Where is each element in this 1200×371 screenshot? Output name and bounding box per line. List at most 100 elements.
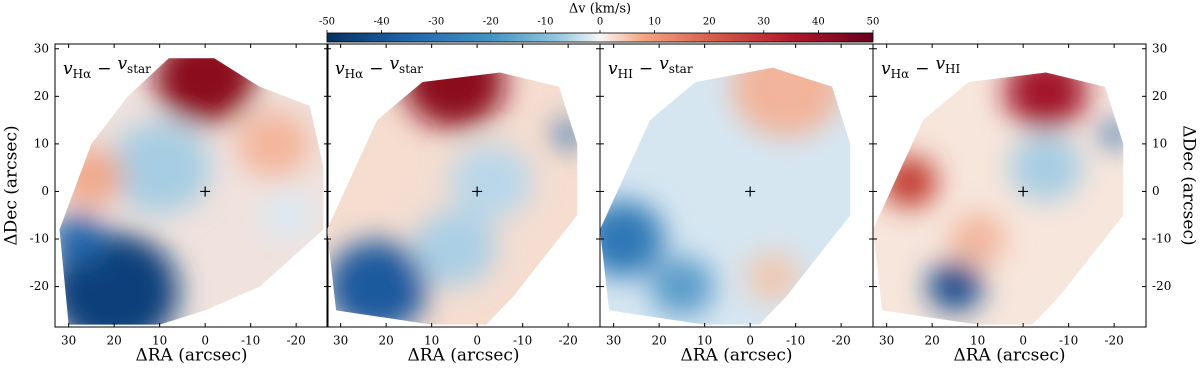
colorbar-tick-label: 30 [757, 17, 770, 28]
y-tick-label: -10 [1152, 232, 1171, 246]
title-part: Hα [73, 67, 92, 81]
y-tick-label: -20 [1152, 279, 1171, 293]
map-blob [731, 67, 842, 138]
x-tick-label: 20 [652, 334, 667, 348]
y-tick-label: 20 [34, 89, 49, 103]
map-blob [649, 257, 715, 316]
x-tick-label: -10 [786, 334, 805, 348]
map-blob [59, 213, 106, 265]
colorbar-label: Δv (km/s) [569, 2, 631, 17]
x-tick-label: 10 [697, 334, 712, 348]
x-tick-label: 0 [1019, 334, 1027, 348]
center-cross [1018, 186, 1029, 197]
map [59, 58, 324, 325]
x-tick-label: -10 [513, 334, 532, 348]
map-blob [1004, 72, 1088, 130]
map-blob [950, 213, 1006, 265]
x-tick-label: -20 [558, 334, 577, 348]
x-axis-label: ΔRA (arcsec) [407, 346, 519, 366]
y-tick-label: -10 [30, 232, 49, 246]
map-blob [449, 144, 533, 220]
colorbar-tick-label: -40 [374, 17, 390, 28]
title-part: star [399, 62, 423, 76]
map-blob [413, 210, 496, 287]
title-part: star [127, 62, 151, 76]
map-blob [927, 261, 983, 312]
map-blob [745, 251, 801, 303]
y-tick-label: 0 [41, 184, 49, 198]
map [873, 72, 1124, 325]
x-tick-label: 0 [473, 334, 481, 348]
colorbar-tick-label: -50 [319, 17, 335, 28]
y-axis-label: ΔDec (arcsec) [2, 125, 22, 245]
title-part: v [881, 59, 891, 79]
title-part: Hα [345, 67, 364, 81]
title-part: star [669, 62, 693, 76]
colorbar-tick-label: 0 [597, 17, 603, 28]
panel-title: vHα − vstar [335, 54, 423, 81]
colorbar [326, 32, 874, 43]
map-blobs [327, 72, 578, 325]
title-part: v [659, 54, 669, 74]
map-blob [554, 121, 578, 147]
x-tick-label: -20 [831, 334, 850, 348]
colorbar-tick-label: -30 [428, 17, 444, 28]
title-part: Hα [891, 67, 910, 81]
map-blobs [59, 58, 315, 325]
x-tick-label: 0 [746, 334, 754, 348]
x-tick-label: 20 [925, 334, 940, 348]
colorbar-tick-label: 10 [648, 17, 661, 28]
x-tick-label: 20 [107, 334, 122, 348]
x-tick-label: -10 [1059, 334, 1078, 348]
y-tick-label: 10 [1152, 136, 1167, 150]
map-blob [109, 121, 211, 214]
map-blob [600, 201, 665, 277]
x-tick-label: -20 [1104, 334, 1123, 348]
y-tick-label: 30 [34, 41, 49, 55]
x-tick-label: 10 [970, 334, 985, 348]
map-blob [403, 72, 505, 129]
title-part: v [63, 59, 73, 79]
title-part: HI [945, 62, 960, 76]
title-part: v [117, 54, 127, 74]
x-tick-label: -20 [286, 334, 305, 348]
colorbar-tick-label: 20 [703, 17, 716, 28]
map-blob [327, 240, 428, 325]
axes-frame [54, 43, 329, 328]
colorbar-tick-label: -10 [537, 17, 553, 28]
panel-title: vHα − vstar [63, 54, 151, 81]
y-tick-label: 10 [34, 136, 49, 150]
y-tick-label: 0 [1152, 184, 1160, 198]
x-tick-label: 20 [379, 334, 394, 348]
center-cross [745, 186, 756, 197]
map [327, 72, 578, 325]
axes-frame [872, 43, 1147, 328]
title-part: v [335, 59, 345, 79]
x-tick-label: 10 [152, 334, 167, 348]
x-tick-label: 30 [606, 334, 621, 348]
title-part: − [369, 59, 383, 79]
map-blob [881, 156, 938, 208]
map-blob [259, 190, 315, 241]
x-axis-label: ΔRA (arcsec) [953, 346, 1065, 366]
y-tick-label: 20 [1152, 89, 1167, 103]
x-axis-label: ΔRA (arcsec) [135, 346, 247, 366]
x-tick-label: -10 [241, 334, 260, 348]
y-axis-label: ΔDec (arcsec) [1179, 125, 1199, 245]
title-part: v [935, 54, 945, 74]
y-tick-label: -20 [30, 279, 49, 293]
x-tick-label: 10 [424, 334, 439, 348]
title-part: HI [618, 67, 633, 81]
map-blob [59, 147, 124, 207]
map-blob [1100, 121, 1124, 147]
title-part: − [639, 59, 653, 79]
map-blob [1009, 134, 1083, 202]
map-blob [154, 58, 256, 124]
y-tick-label: 30 [1152, 41, 1167, 55]
panel-title: vHα − vHI [881, 54, 961, 81]
panel-title: vHI − vstar [608, 54, 693, 81]
x-tick-label: 30 [333, 334, 348, 348]
x-axis-label: ΔRA (arcsec) [680, 346, 792, 366]
title-part: − [97, 59, 111, 79]
